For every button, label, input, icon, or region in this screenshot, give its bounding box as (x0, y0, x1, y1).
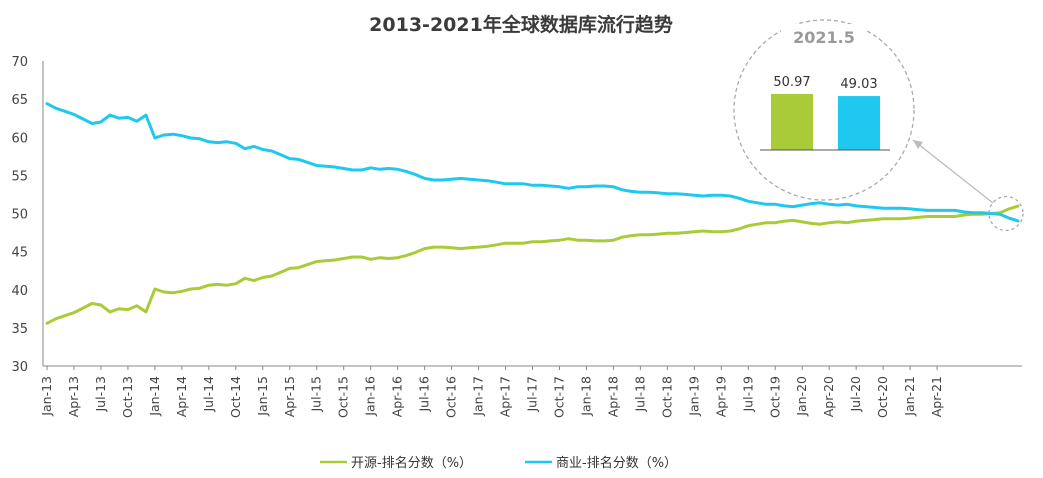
y-axis-ticks: 30 35 40 45 50 55 60 65 70 (11, 55, 28, 375)
pointer-arrowhead (913, 140, 923, 149)
x-tick-label: Jul-20 (848, 376, 863, 413)
x-tick-label: Apr-13 (66, 376, 81, 417)
series-line-commercial (45, 102, 1020, 223)
inset-bars: 50.97 49.03 (771, 75, 880, 150)
x-tick-label: Oct-17 (551, 376, 566, 418)
x-tick-label: Jan-21 (902, 376, 917, 417)
legend: 开源-排名分数（%） 商业-排名分数（%） (320, 455, 677, 471)
highlight-circle (988, 195, 1024, 232)
x-tick-label: Apr-14 (174, 376, 189, 417)
series-line-open-source (45, 204, 1020, 325)
x-tick-label: Oct-16 (444, 376, 459, 418)
x-tick-label: Oct-19 (767, 376, 782, 418)
y-tick-label: 55 (11, 169, 28, 184)
y-tick-label: 65 (11, 93, 28, 108)
x-tick-label: Jul-13 (93, 376, 108, 413)
x-tick-label: Jul-15 (309, 376, 324, 413)
pointer-line (912, 139, 994, 204)
x-axis-ticks: Jan-13 Apr-13 Jul-13 Oct-13 Jan-14 Apr-14 Jul-… (39, 366, 944, 418)
x-tick-label: Apr-16 (390, 376, 405, 417)
y-tick-label: 60 (11, 131, 28, 146)
x-tick-label: Jul-17 (525, 376, 540, 413)
inset-bar-commercial (838, 96, 880, 150)
y-tick-label: 45 (11, 246, 28, 261)
x-tick-label: Apr-21 (929, 376, 944, 417)
x-tick-label: Jan-20 (794, 376, 809, 417)
x-tick-label: Jan-17 (471, 376, 486, 417)
legend-label-commercial: 商业-排名分数（%） (556, 455, 677, 471)
y-tick-label: 35 (11, 322, 28, 337)
series-layer (45, 102, 1020, 325)
x-tick-label: Jan-19 (686, 376, 701, 417)
legend-label-open-source: 开源-排名分数（%） (351, 455, 472, 471)
x-tick-label: Oct-14 (228, 376, 243, 418)
x-tick-label: Jan-13 (39, 376, 54, 417)
x-tick-label: Jan-18 (578, 376, 593, 417)
x-tick-label: Oct-20 (875, 376, 890, 418)
x-tick-label: Apr-18 (605, 376, 620, 417)
y-tick-label: 50 (11, 208, 28, 223)
x-tick-label: Jan-14 (147, 376, 162, 417)
inset-value-open-source: 50.97 (773, 75, 810, 90)
inset-circle (733, 19, 915, 201)
x-tick-label: Apr-17 (498, 376, 513, 417)
x-tick-label: Apr-15 (282, 376, 297, 417)
x-tick-label: Jul-18 (632, 376, 647, 413)
x-tick-label: Oct-18 (659, 376, 674, 418)
y-tick-label: 70 (11, 55, 28, 70)
x-tick-label: Oct-15 (336, 376, 351, 418)
x-tick-label: Jul-16 (417, 376, 432, 413)
inset-bar-open-source (771, 93, 813, 150)
x-tick-label: Jul-19 (740, 376, 755, 413)
inset-value-commercial: 49.03 (840, 77, 877, 92)
x-tick-label: Jan-15 (255, 376, 270, 417)
chart-title: 2013-2021年全球数据库流行趋势 (369, 13, 673, 36)
inset-title-bg (781, 24, 867, 48)
x-tick-label: Oct-13 (120, 376, 135, 418)
x-tick-label: Jul-14 (201, 376, 216, 413)
y-tick-label: 30 (11, 360, 28, 375)
x-tick-label: Jan-16 (363, 376, 378, 417)
x-tick-label: Apr-20 (821, 376, 836, 417)
inset-title: 2021.5 (793, 28, 855, 47)
x-tick-label: Apr-19 (713, 376, 728, 417)
y-tick-label: 40 (11, 284, 28, 299)
